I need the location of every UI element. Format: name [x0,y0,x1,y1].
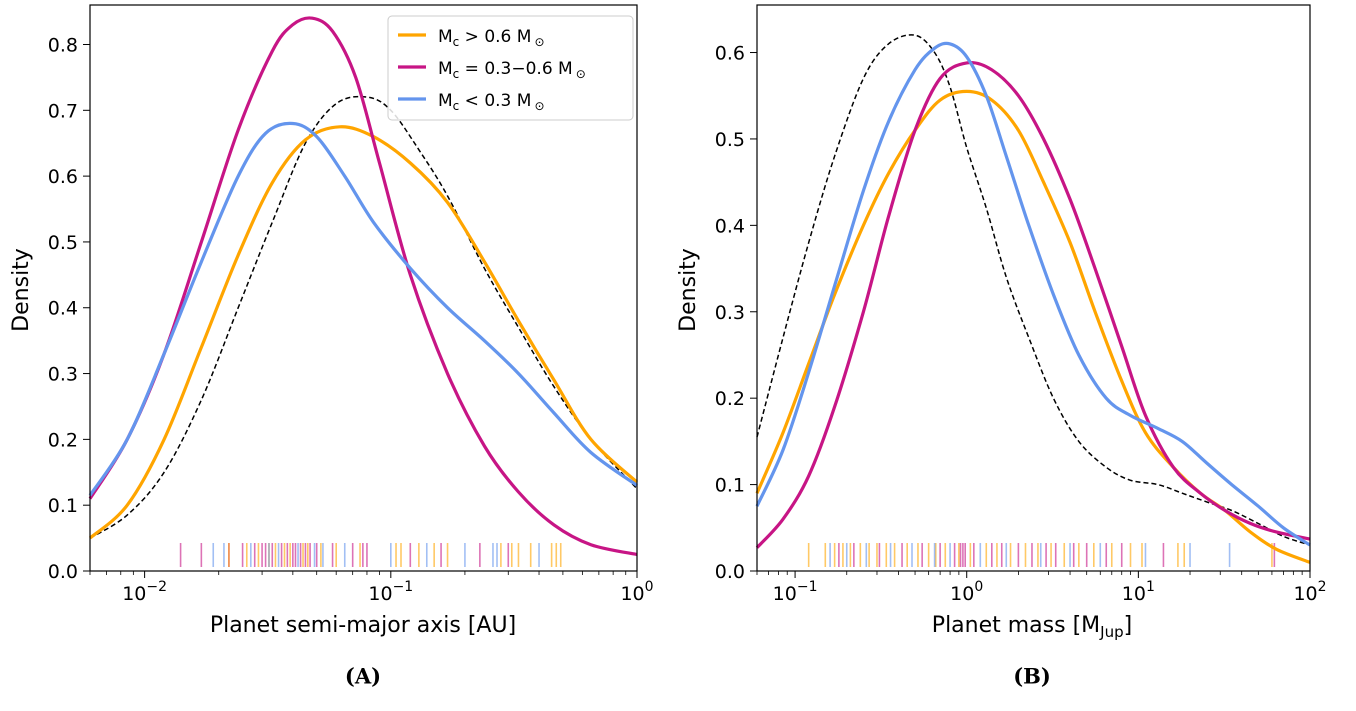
x-tick-label: 100 [620,579,653,605]
y-tick-label: 0.2 [715,388,745,410]
y-tick-label: 0.1 [48,495,78,517]
panel-b-y-ticks: 0.0 0.1 0.2 0.3 0.4 0.5 0.6 [715,43,757,583]
x-tick-label: 102 [1293,579,1326,605]
y-tick-label: 0.3 [715,302,745,324]
y-tick-label: 0.6 [715,43,745,65]
y-tick-label: 0.0 [715,561,745,583]
legend-label: Mc = 0.3−0.6 M ⊙ [438,59,586,81]
y-tick-label: 0.4 [48,298,78,320]
legend-entry-orange: Mc > 0.6 M ⊙ [398,27,545,49]
legend-label: Mc > 0.6 M ⊙ [438,27,545,49]
panel-a-caption: (A) [344,663,382,689]
x-tick-label: 100 [950,579,983,605]
x-tick-label: 10−1 [773,579,818,605]
panel-b-caption: (B) [1013,663,1051,689]
x-tick-label: 10−1 [368,579,413,605]
panel-b-x-ticks: 10−1 100 101 102 [756,571,1327,605]
panel-a-y-ticks: 0.0 0.1 0.2 0.3 0.4 0.5 0.6 0.7 0.8 [48,34,90,583]
legend-label: Mc < 0.3 M ⊙ [438,91,545,113]
panel-a-rug-marks [179,543,562,567]
y-tick-label: 0.5 [48,232,78,254]
y-tick-label: 0.0 [48,561,78,583]
density-curve-dashed [89,95,638,539]
panel-a-x-label: Planet semi-major axis [AU] [210,613,516,638]
y-tick-label: 0.2 [48,429,78,451]
panel-b-density-curves [755,34,1311,564]
panel-b-axes-frame [756,4,1311,572]
x-tick-label: 10−2 [122,579,167,605]
density-curve-magenta [88,16,638,557]
density-curve-magenta [755,60,1311,549]
density-curve-blue [755,41,1311,547]
y-tick-label: 0.1 [715,475,745,497]
panel-a-x-ticks: 10−2 10−1 100 [89,571,654,605]
y-tick-label: 0.5 [715,129,745,151]
density-curve-orange [755,89,1311,564]
y-tick-label: 0.7 [48,100,78,122]
y-tick-label: 0.8 [48,34,78,56]
legend-entry-magenta: Mc = 0.3−0.6 M ⊙ [398,59,586,81]
density-curve-dashed [756,34,1311,546]
y-tick-label: 0.3 [48,364,78,386]
y-tick-label: 0.4 [715,215,745,237]
panel-a-y-label: Density [9,248,34,332]
legend-entry-blue: Mc < 0.3 M ⊙ [398,91,545,113]
panel-a-density-curves [88,16,639,557]
legend: Mc > 0.6 M ⊙ Mc = 0.3−0.6 M ⊙ Mc < 0.3 M ⊙ [387,15,634,121]
panel-b-x-label: Planet mass [MJup] [932,613,1132,641]
density-curve-blue [88,121,638,497]
panel-b-rug-marks [807,543,1276,567]
legend-box [387,15,634,121]
panel-b-y-label: Density [676,248,701,332]
panel-a-axes-frame [89,4,638,572]
x-tick-label: 101 [1122,579,1155,605]
panel-b-chart: 10−1 100 101 102 0.0 0.1 0.2 0.3 0.4 0.5 0.6 Plan… [676,4,1327,641]
density-curve-orange [88,125,639,540]
panel-a-chart: 10−2 10−1 100 0.00.10.20.30.40.50.60.70.8 … [9,4,654,638]
y-tick-label: 0.6 [48,166,78,188]
